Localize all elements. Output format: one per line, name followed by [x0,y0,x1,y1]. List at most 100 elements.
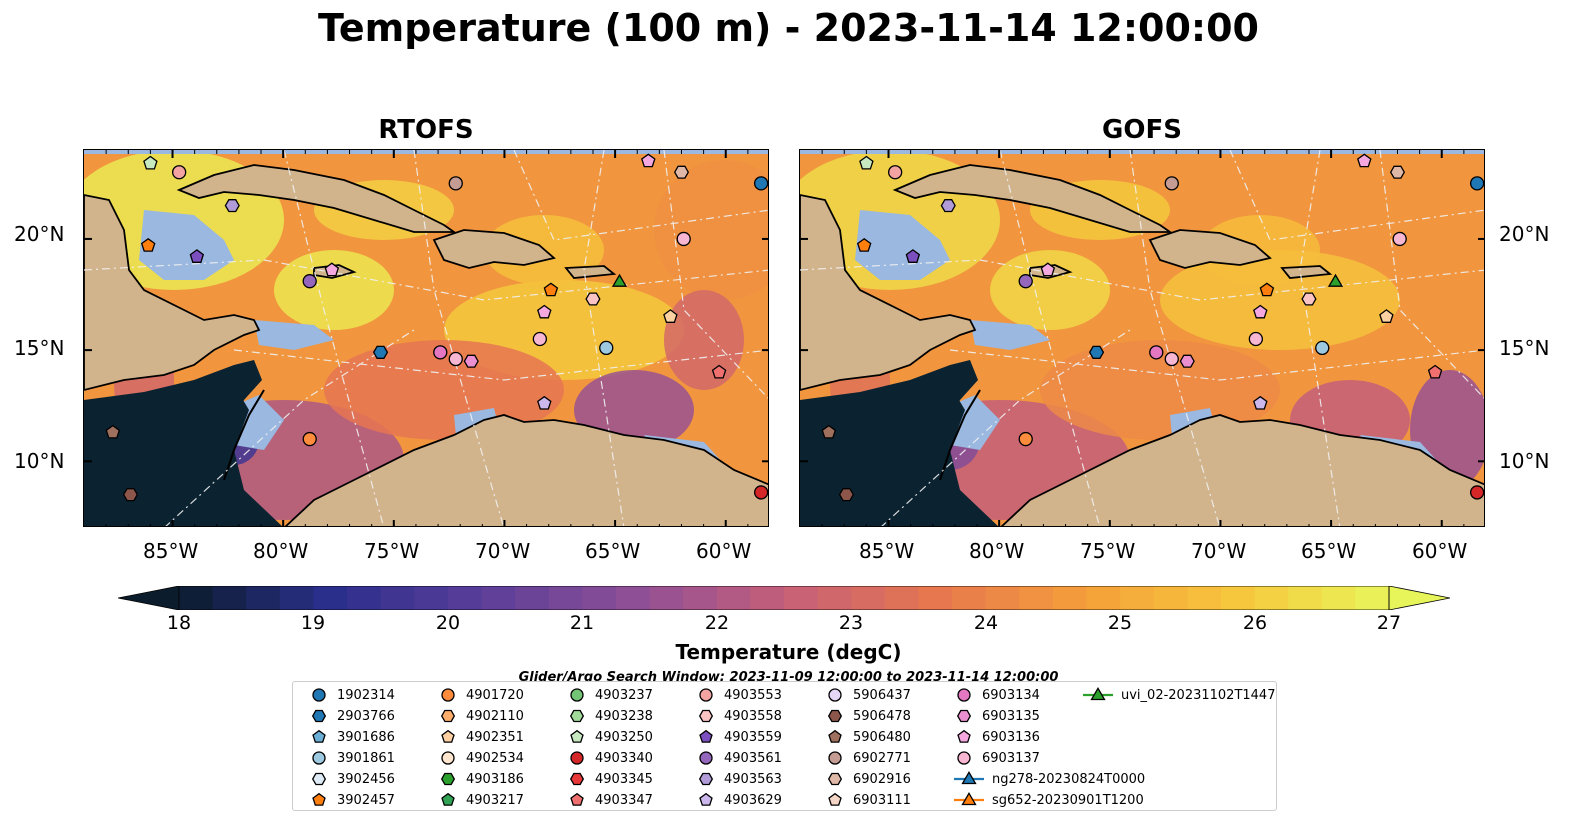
observation-marker-5906480 [821,424,837,439]
legend-item: 4903558 [696,706,818,726]
colorbar-bin [918,586,953,610]
legend-marker-icon [441,751,455,765]
legend-marker-icon [570,792,584,806]
legend-item: 5906437 [825,685,947,705]
observation-marker-4903629 [1253,395,1268,410]
observation-marker-6903135 [1179,354,1195,368]
legend-marker-icon [699,688,713,702]
legend-item: 2903766 [309,706,431,726]
legend-label: 6903111 [853,792,911,808]
legend-marker-icon [441,792,455,806]
legend-line-marker-icon [954,771,984,785]
legend-item: sg652-20230901T1200 [954,790,1144,810]
observation-marker-4903347 [1427,364,1443,379]
observation-marker-6902771 [1164,176,1179,191]
legend-item: 4903563 [696,769,818,789]
legend-item: 3901686 [309,727,431,747]
colorbar-bin [179,586,214,610]
legend-item: 4903238 [567,706,689,726]
legend-label: 4903186 [466,771,524,787]
legend-marker-icon [312,792,326,806]
lon-tick-label: 65°W [1301,539,1357,563]
observation-marker-5906478 [122,488,139,502]
legend-marker-icon [956,709,972,723]
panel-title: RTOFS [378,115,474,145]
observation-marker-5906480 [105,424,121,439]
legend-item: 3901861 [309,748,431,768]
legend-label: 4902534 [466,750,524,766]
legend-label: 5906437 [853,687,911,703]
legend: 1902314 2903766 3901686 3901861 3902456 39024… [292,681,1277,811]
legend-item: 6903134 [954,685,1076,705]
legend-item: 6903136 [954,727,1076,747]
colorbar-bin [1355,586,1390,610]
colorbar-tick-label: 26 [1242,612,1268,634]
legend-item: 3902457 [309,790,431,810]
legend-marker-icon [957,688,971,702]
observation-marker-6903137 [1392,231,1407,247]
colorbar-bin [683,586,718,610]
legend-marker-icon [570,751,584,765]
legend-item: 6903137 [954,748,1076,768]
legend-label: 3902457 [337,792,395,808]
legend-item: 4903237 [567,685,689,705]
legend-marker-icon [312,688,326,702]
observation-marker-6903136 [324,262,340,277]
legend-marker-icon [440,709,456,723]
colorbar-bin [481,586,516,610]
observation-marker-4903559 [189,249,205,263]
map-area[interactable] [83,149,769,527]
observation-marker-6902771 [448,176,463,191]
lon-tick-label: 80°W [253,539,309,563]
legend-label: 4903558 [724,708,782,724]
observation-marker-4903553 [172,165,187,180]
colorbar-bin [1153,586,1188,610]
legend-marker-icon [441,688,455,702]
legend-label: 4902110 [466,708,524,724]
observation-marker-6902916 [1389,165,1406,179]
legend-label: ng278-20230824T0000 [992,771,1146,787]
colorbar-bin [1120,586,1155,610]
colorbar-bin [1052,586,1087,610]
observation-marker-4903629 [537,395,552,410]
map-area[interactable] [799,149,1485,527]
legend-label: 4903561 [724,750,782,766]
colorbar-bin [414,586,449,610]
legend-marker-icon [440,772,456,786]
observation-marker-uvi_02-20231102T1447 [1327,273,1344,287]
panel-title: GOFS [1102,115,1182,145]
legend-marker-icon [570,729,584,743]
lon-tick-label: 65°W [585,539,641,563]
lon-tick-label: 75°W [1080,539,1136,563]
legend-item: 4903559 [696,727,818,747]
legend-item: 4903186 [438,769,560,789]
observation-marker-6903137 [1248,331,1264,347]
observation-marker-5906478 [838,488,855,502]
observation-marker-3902457 [1259,282,1275,297]
observation-marker-6903137 [1164,351,1179,367]
legend-item: ng278-20230824T0000 [954,769,1145,789]
lon-tick-label: 70°W [1191,539,1247,563]
colorbar [118,586,1450,610]
colorbar-bin [515,586,550,610]
legend-marker-icon [828,729,842,743]
observation-marker-6903136 [1357,153,1372,168]
colorbar-bin [313,586,348,610]
observation-marker-4903558 [585,292,601,306]
observation-marker-1902314 [754,176,768,191]
legend-label: 6903137 [982,750,1040,766]
observation-marker-6903136 [537,304,552,319]
legend-marker-icon [698,772,714,786]
lat-tick-label: 10°N [14,449,65,473]
legend-item: 4903340 [567,748,689,768]
legend-marker-icon [957,729,971,743]
legend-label: 6903134 [982,687,1040,703]
observation-marker-4903553 [888,165,903,180]
legend-label: 3902456 [337,771,395,787]
observation-marker-6902916 [673,165,690,179]
legend-label: 4903629 [724,792,782,808]
colorbar-tick-label: 18 [166,612,192,634]
colorbar-extend-min [118,586,180,610]
legend-marker-icon [827,709,843,723]
observation-marker-4903563 [940,199,956,213]
